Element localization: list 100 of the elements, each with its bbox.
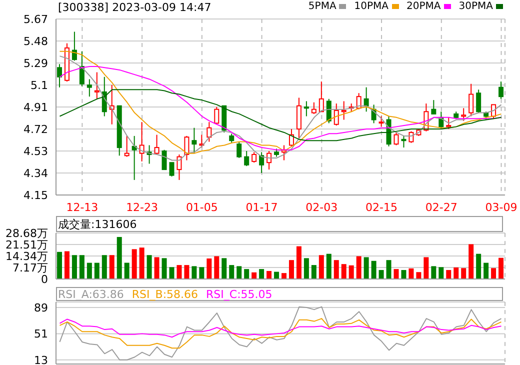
bar [356,256,362,279]
bar [484,262,489,279]
bar [341,264,346,279]
bar [446,270,452,279]
candlestick [86,78,92,98]
legend-label: 5PMA [308,1,336,12]
line-series [59,318,502,349]
bar [184,265,190,279]
bar [229,265,234,279]
bar [408,268,414,279]
bar [274,272,280,279]
bar [431,266,436,279]
x-tick-label: 02-03 [306,200,338,214]
y-tick-label: 7.17万 [12,261,48,274]
bar [348,265,354,279]
bar [146,255,152,279]
bar [386,260,392,279]
bar [476,254,482,279]
bar [102,255,107,279]
y-tick-label: 5.48 [24,34,48,48]
y-tick-label: 4.15 [24,188,48,202]
bar [401,270,406,279]
bar [139,248,144,279]
line-series [59,306,502,360]
bar [296,246,302,279]
bar [206,258,212,279]
bar [124,262,130,279]
bar [222,258,227,279]
bar [214,256,220,279]
y-tick-label: 5.1 [30,78,48,92]
y-tick-label: 4.34 [24,166,48,180]
x-tick-label: 12-13 [66,200,98,214]
legend-label: 20PMA [406,1,441,12]
x-tick-label: 03-09 [485,200,518,214]
bar [334,260,339,279]
x-tick-label: 12-23 [126,200,158,214]
y-tick-label: 4.53 [24,144,48,158]
y-tick-label: 21.51万 [6,238,48,252]
text: RSI_B:58.66 [132,288,198,301]
legend-label: 30PMA [458,1,493,12]
bar [154,257,160,279]
candlestick [296,97,302,139]
bar [86,262,92,279]
bar [416,272,422,279]
bar [438,267,444,279]
bar [266,270,272,279]
bar [318,255,324,279]
bar [109,255,114,279]
x-tick-label: 02-15 [366,200,398,214]
bar [364,257,369,279]
y-tick-label: 4.91 [24,100,48,114]
text: RSI_A:63.86 [58,288,124,301]
text: RSI_C:55.05 [206,288,272,301]
bar [498,258,504,279]
bar [491,268,496,279]
bar [162,258,167,279]
line-series [59,318,502,338]
bar [282,273,286,279]
bar [461,268,466,279]
bar [371,260,376,279]
bar [259,269,264,279]
x-tick-label: 02-27 [425,200,458,214]
legend-label: 10PMA [354,1,389,12]
bar [424,257,429,279]
bar [378,270,384,279]
y-tick-label: 14.34万 [6,250,48,263]
bar [57,252,62,279]
bar [394,269,399,279]
bar [236,266,242,279]
bar [326,254,332,279]
y-tick-label: 13 [34,354,48,365]
bar [176,265,182,279]
bar [454,267,459,279]
y-tick-label: 5.67 [24,12,48,26]
candlestick [192,127,197,154]
bar [94,262,100,279]
bar [132,249,137,279]
y-tick-label: 5.29 [24,56,48,70]
series-label: 成交量:131606 [58,217,137,232]
bar [199,267,204,279]
bar [468,244,474,279]
candlestick [132,135,137,180]
bar [252,272,257,279]
chart-title: [300338] 2023-03-09 14:47 [58,1,212,14]
bar [192,266,197,279]
bar [244,269,250,279]
bar [288,260,294,279]
bar [64,251,70,279]
bar [169,267,174,279]
bar [116,236,122,279]
candlestick [139,122,144,162]
y-tick-label: 4.72 [24,122,48,136]
y-tick-label: 0 [41,272,48,286]
y-tick-label: 89 [34,301,48,314]
candlestick [304,100,309,117]
y-tick-label: 51 [34,328,48,341]
bar [72,255,77,279]
bar [304,258,309,279]
y-tick-label: 28.68万 [6,226,48,240]
bar [79,255,84,279]
